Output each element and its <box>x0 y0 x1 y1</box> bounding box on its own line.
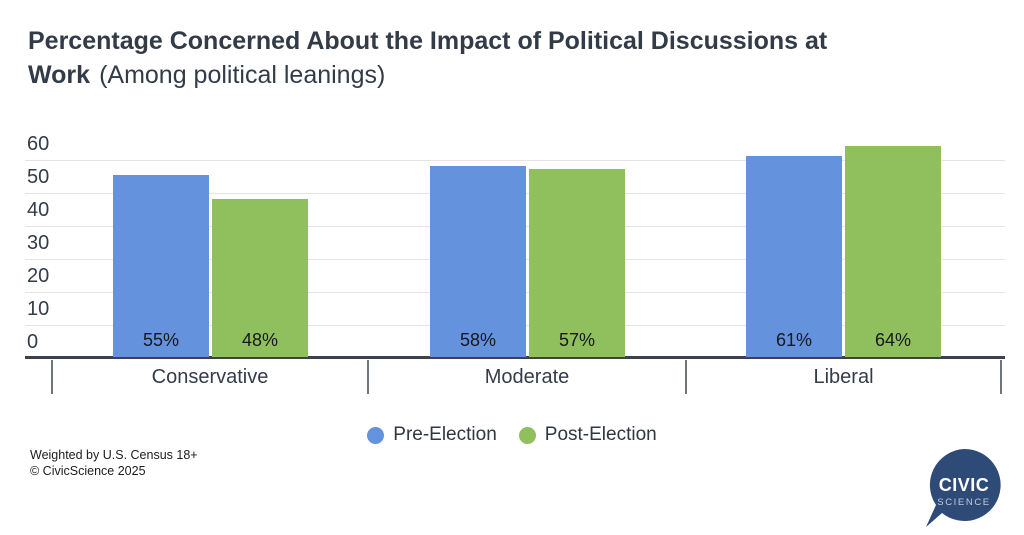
category-tick <box>1000 360 1002 394</box>
bar-value-label: 61% <box>775 330 813 350</box>
legend-swatch-icon <box>367 426 385 444</box>
bar-value-label: 55% <box>142 330 180 350</box>
bar-pre-election-conservative <box>113 175 209 357</box>
legend: Pre-Election Post-Election <box>0 424 1024 446</box>
y-tick-label: 20 <box>27 265 50 287</box>
category-tick <box>367 360 369 394</box>
legend-swatch-icon <box>518 426 536 444</box>
bar-pre-election-liberal <box>746 156 842 357</box>
chart-title-line1: Percentage Concerned About the Impact of… <box>28 27 828 55</box>
bar-post-election-moderate <box>529 169 625 357</box>
x-category-label: Liberal <box>813 366 874 388</box>
legend-item-post-election: Post-Election <box>518 424 657 446</box>
chart-title-line2-bold: Work <box>28 61 91 89</box>
y-tick-label: 10 <box>27 298 50 320</box>
chart-title-line2: Work (Among political leanings) <box>28 58 988 92</box>
svg-text:CIVIC: CIVIC <box>939 475 990 495</box>
speech-bubble-icon: CIVIC SCIENCE <box>926 448 1001 527</box>
bar-value-label: 57% <box>558 330 596 350</box>
y-tick-label: 60 <box>27 133 50 155</box>
category-tick <box>51 360 53 394</box>
chart-title: Percentage Concerned About the Impact of… <box>28 24 988 92</box>
civicscience-logo: CIVIC SCIENCE <box>922 446 1006 530</box>
x-category-label: Conservative <box>151 366 269 388</box>
legend-label: Post-Election <box>544 424 657 445</box>
legend-label: Pre-Election <box>393 424 497 445</box>
y-tick-label: 40 <box>27 199 50 221</box>
svg-text:SCIENCE: SCIENCE <box>937 497 990 508</box>
y-tick-label: 0 <box>27 331 39 353</box>
x-axis-line <box>25 356 1005 359</box>
bar-value-label: 48% <box>241 330 279 350</box>
bar-value-label: 58% <box>459 330 497 350</box>
source-note-line1: Weighted by U.S. Census 18+ <box>30 448 198 462</box>
bar-post-election-liberal <box>845 146 941 357</box>
category-tick <box>685 360 687 394</box>
legend-item-pre-election: Pre-Election <box>367 424 497 446</box>
x-category-label: Moderate <box>484 366 570 388</box>
y-tick-label: 50 <box>27 166 50 188</box>
source-note-line2: © CivicScience 2025 <box>30 463 146 478</box>
chart-subtitle: (Among political leanings) <box>99 61 386 89</box>
source-note: Weighted by U.S. Census 18+ © CivicScien… <box>30 448 198 479</box>
y-tick-label: 30 <box>27 232 50 254</box>
bar-pre-election-moderate <box>430 166 526 357</box>
gridline <box>25 160 1005 161</box>
bar-value-label: 64% <box>874 330 912 350</box>
bar-post-election-conservative <box>212 199 308 357</box>
